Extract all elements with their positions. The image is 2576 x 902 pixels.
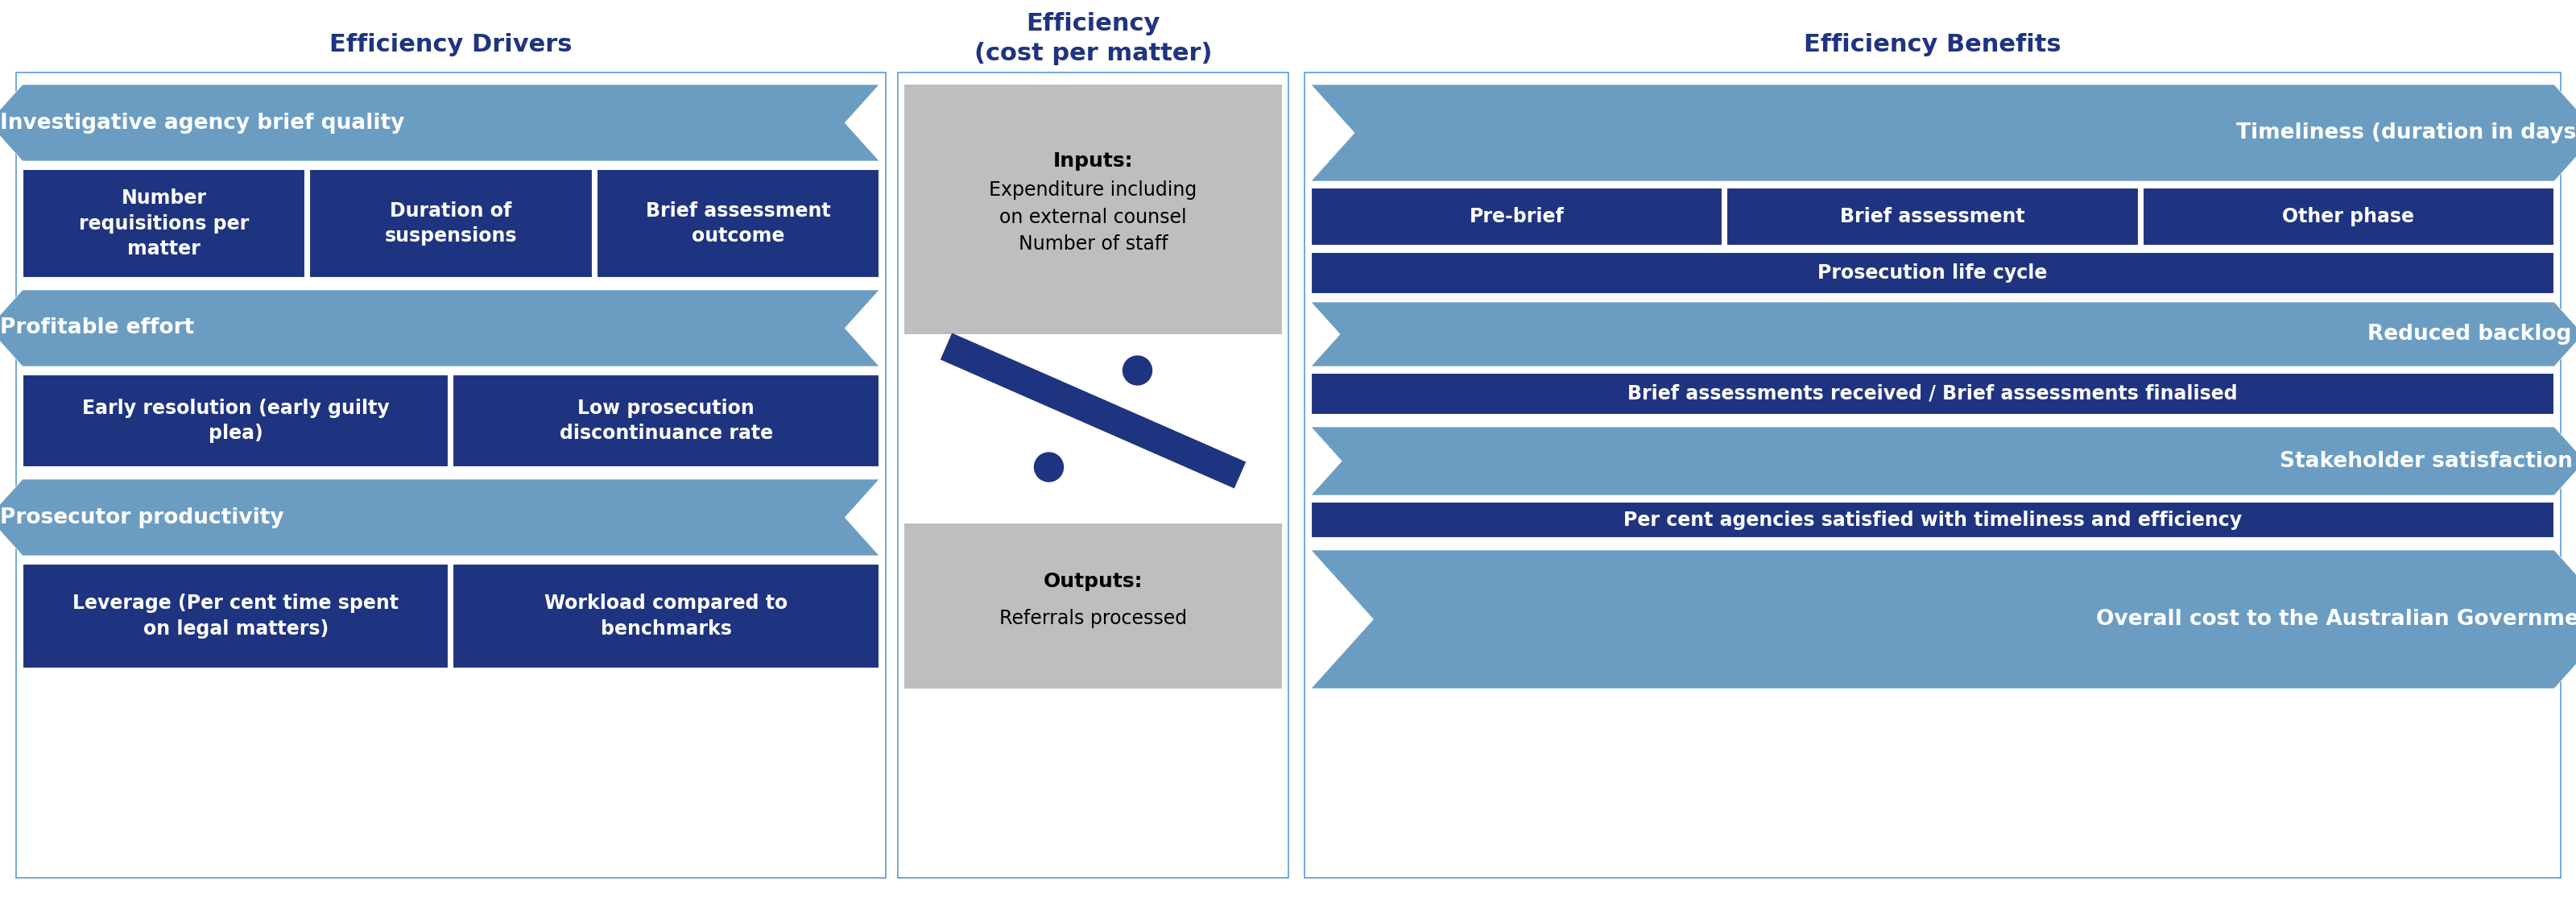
Text: Brief assessment: Brief assessment — [1839, 207, 2025, 226]
Text: Duration of
suspensions: Duration of suspensions — [384, 201, 518, 246]
Text: Outputs:: Outputs: — [1043, 572, 1144, 592]
Polygon shape — [1311, 550, 2576, 688]
Text: Referrals processed: Referrals processed — [999, 609, 1188, 628]
Text: Brief assessments received / Brief assessments finalised: Brief assessments received / Brief asses… — [1628, 384, 2239, 403]
Bar — [1311, 502, 2555, 538]
Polygon shape — [0, 479, 878, 556]
Circle shape — [1123, 356, 1151, 385]
Bar — [2143, 188, 2555, 245]
Bar — [453, 374, 878, 467]
Bar — [23, 374, 448, 467]
Text: Per cent agencies satisfied with timeliness and efficiency: Per cent agencies satisfied with timelin… — [1623, 511, 2241, 529]
Text: Expenditure including
on external counsel
Number of staff: Expenditure including on external counse… — [989, 180, 1198, 254]
Bar — [899, 72, 1288, 878]
Bar — [1726, 188, 2138, 245]
Bar — [23, 564, 448, 668]
Bar — [904, 523, 1283, 688]
Polygon shape — [0, 85, 878, 161]
Bar — [23, 170, 307, 278]
Circle shape — [1036, 453, 1064, 482]
Bar — [904, 85, 1283, 335]
Text: Efficiency Benefits: Efficiency Benefits — [1803, 32, 2061, 56]
Text: Efficiency
(cost per matter): Efficiency (cost per matter) — [974, 12, 1213, 65]
Polygon shape — [1311, 85, 2576, 181]
Text: Stakeholder satisfaction: Stakeholder satisfaction — [2280, 451, 2573, 472]
Bar — [598, 170, 878, 278]
Text: Prosecutor productivity: Prosecutor productivity — [0, 507, 283, 528]
Bar — [453, 564, 878, 668]
Bar — [1311, 252, 2555, 294]
Text: Profitable effort: Profitable effort — [0, 318, 193, 338]
Text: Prosecution life cycle: Prosecution life cycle — [1819, 263, 2048, 282]
Text: Inputs:: Inputs: — [1054, 152, 1133, 170]
Text: Early resolution (early guilty
plea): Early resolution (early guilty plea) — [82, 399, 389, 443]
Bar — [1311, 188, 1723, 245]
Polygon shape — [1311, 427, 2576, 495]
Polygon shape — [1311, 302, 2576, 366]
Polygon shape — [940, 333, 1247, 489]
Text: Investigative agency brief quality: Investigative agency brief quality — [0, 113, 404, 133]
Text: Number
requisitions per
matter: Number requisitions per matter — [80, 189, 250, 259]
Text: Timeliness (duration in days): Timeliness (duration in days) — [2236, 123, 2576, 143]
Text: Brief assessment
outcome: Brief assessment outcome — [647, 201, 829, 246]
Text: Reduced backlog: Reduced backlog — [2367, 324, 2571, 345]
Bar — [309, 170, 592, 278]
Text: Overall cost to the Australian Government: Overall cost to the Australian Governmen… — [2097, 609, 2576, 630]
Bar — [1311, 373, 2555, 415]
Text: Pre-brief: Pre-brief — [1468, 207, 1564, 226]
Text: Leverage (Per cent time spent
on legal matters): Leverage (Per cent time spent on legal m… — [72, 594, 399, 639]
Text: Other phase: Other phase — [2282, 207, 2414, 226]
Text: Efficiency Drivers: Efficiency Drivers — [330, 32, 572, 56]
Text: Low prosecution
discontinuance rate: Low prosecution discontinuance rate — [559, 399, 773, 443]
Bar — [1303, 72, 2561, 878]
Polygon shape — [0, 290, 878, 366]
Bar — [15, 72, 886, 878]
Text: Workload compared to
benchmarks: Workload compared to benchmarks — [544, 594, 788, 639]
